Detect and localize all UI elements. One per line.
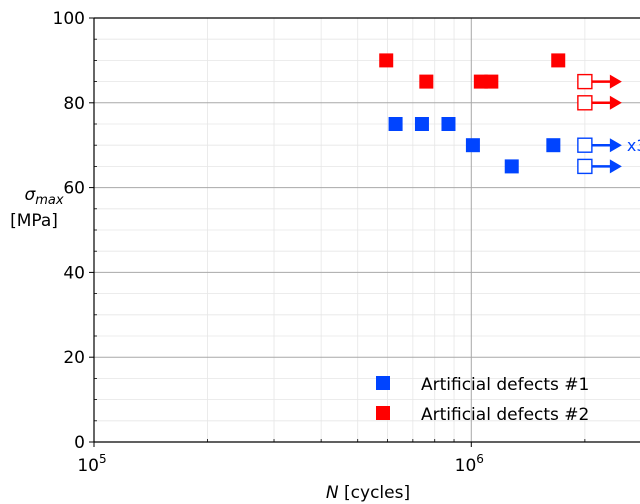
runout-marker-series-2 bbox=[577, 95, 593, 111]
data-point-series-1 bbox=[414, 117, 429, 131]
x-axis-unit: [cycles] bbox=[344, 483, 410, 503]
data-point-series-1 bbox=[504, 159, 519, 174]
legend-swatch-defects-1 bbox=[376, 376, 390, 390]
runout-arrow-head bbox=[609, 159, 622, 174]
data-point-series-1 bbox=[546, 138, 561, 153]
x-tick-label: 105 bbox=[77, 452, 106, 476]
y-tick-label: 80 bbox=[63, 94, 85, 114]
runout-arrow-head bbox=[609, 74, 622, 89]
runout-marker-series-1 bbox=[577, 137, 593, 153]
x-axis-label: N [cycles] bbox=[326, 483, 410, 503]
axis-ticks: 0 20 40 60 80 100 105 106 bbox=[53, 9, 586, 476]
y-tick-label: 60 bbox=[63, 179, 85, 199]
legend-label-defects-1: Artificial defects #1 bbox=[421, 375, 589, 395]
data-point-series-2 bbox=[484, 74, 499, 89]
data-point-series-1 bbox=[465, 138, 480, 153]
y-tick-label: 40 bbox=[63, 263, 85, 283]
grid bbox=[94, 18, 640, 442]
y-axis-subscript: max bbox=[35, 193, 64, 208]
runout-arrow-head bbox=[609, 95, 622, 110]
data-point-series-2 bbox=[419, 74, 434, 89]
data-markers: x3 bbox=[379, 53, 640, 175]
data-point-series-2 bbox=[379, 53, 394, 68]
data-point-series-2 bbox=[551, 53, 566, 68]
y-axis-label: σmax bbox=[24, 185, 63, 208]
y-tick-label: 20 bbox=[63, 348, 85, 368]
runout-marker-series-1 bbox=[577, 158, 593, 175]
y-axis-unit: [MPa] bbox=[10, 211, 58, 231]
data-point-series-1 bbox=[388, 117, 403, 131]
runout-count-label: x3 bbox=[627, 136, 640, 155]
data-point-series-1 bbox=[441, 117, 456, 131]
x-axis-symbol: N bbox=[326, 483, 339, 503]
runout-marker-series-2 bbox=[577, 73, 593, 90]
legend-swatch-defects-2 bbox=[376, 406, 390, 420]
runout-arrow-head bbox=[609, 138, 622, 153]
x-tick-label: 106 bbox=[455, 452, 484, 476]
y-axis-symbol: σ bbox=[24, 185, 36, 205]
y-tick-label: 0 bbox=[74, 433, 85, 453]
legend: Artificial defects #1 Artificial defects… bbox=[376, 375, 589, 425]
legend-label-defects-2: Artificial defects #2 bbox=[421, 405, 589, 425]
y-tick-label: 100 bbox=[53, 9, 85, 29]
